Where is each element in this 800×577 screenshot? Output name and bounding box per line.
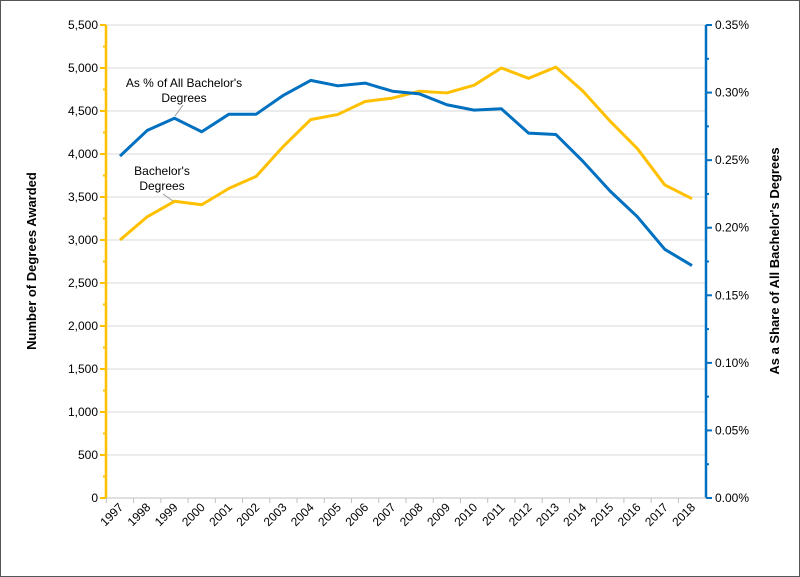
y2-tick-label: 0.00% xyxy=(715,491,749,505)
y-tick-label: 2,000 xyxy=(68,319,98,333)
x-tick-label: 2008 xyxy=(397,500,426,529)
x-tick-label: 2007 xyxy=(370,500,399,529)
y-tick-label: 1,500 xyxy=(68,362,98,376)
x-tick-label: 2009 xyxy=(424,500,453,529)
annotation-count-line1: Bachelor's xyxy=(134,164,190,178)
x-tick-label: 2010 xyxy=(451,500,480,529)
y2-tick-label: 0.05% xyxy=(715,423,749,437)
y-tick-label: 1,000 xyxy=(68,405,98,419)
annotation-share-line2: Degrees xyxy=(161,91,206,105)
x-tick-label: 2014 xyxy=(560,500,589,529)
x-tick-label: 2006 xyxy=(342,500,371,529)
x-tick-label: 2002 xyxy=(234,500,263,529)
x-tick-label: 2000 xyxy=(179,500,208,529)
x-tick-label: 2012 xyxy=(506,500,535,529)
y2-axis-title: As a Share of All Bachelor's Degrees xyxy=(767,147,782,374)
x-tick-label: 2017 xyxy=(642,500,671,529)
x-tick-label: 2013 xyxy=(533,500,562,529)
y-tick-label: 4,500 xyxy=(68,104,98,118)
x-tick-label: 1999 xyxy=(152,500,181,529)
y-tick-label: 3,500 xyxy=(68,190,98,204)
series-line-count xyxy=(119,65,693,242)
y-tick-label: 5,500 xyxy=(68,18,98,32)
y-axis-title: Number of Degrees Awarded xyxy=(24,172,39,350)
y-tick-label: 0 xyxy=(91,491,98,505)
y-tick-label: 3,000 xyxy=(68,233,98,247)
y-tick-label: 500 xyxy=(78,448,98,462)
y2-tick-label: 0.20% xyxy=(715,221,749,235)
y-tick-label: 5,000 xyxy=(68,61,98,75)
y2-tick-label: 0.15% xyxy=(715,288,749,302)
x-tick-label: 1998 xyxy=(125,500,154,529)
y-tick-label: 2,500 xyxy=(68,276,98,290)
x-tick-label: 2016 xyxy=(615,500,644,529)
x-tick-label: 1997 xyxy=(97,500,126,529)
x-tick-label: 2003 xyxy=(261,500,290,529)
annotation-share-line1: As % of All Bachelor's xyxy=(126,76,242,90)
x-tick-label: 2018 xyxy=(669,500,698,529)
annotation-share-leader xyxy=(174,104,184,117)
x-tick-label: 2001 xyxy=(206,500,235,529)
x-tick-label: 2005 xyxy=(315,500,344,529)
y2-tick-label: 0.25% xyxy=(715,153,749,167)
y2-tick-label: 0.35% xyxy=(715,18,749,32)
series-line-share xyxy=(118,78,693,267)
x-tick-label: 2015 xyxy=(588,500,617,529)
y2-tick-label: 0.30% xyxy=(715,86,749,100)
annotation-count-line2: Degrees xyxy=(139,179,184,193)
x-tick-label: 2011 xyxy=(479,500,507,528)
annotation-count-leader xyxy=(162,193,174,202)
x-tick-label: 2004 xyxy=(288,500,317,529)
y2-tick-label: 0.10% xyxy=(715,356,749,370)
y-tick-label: 4,000 xyxy=(68,147,98,161)
